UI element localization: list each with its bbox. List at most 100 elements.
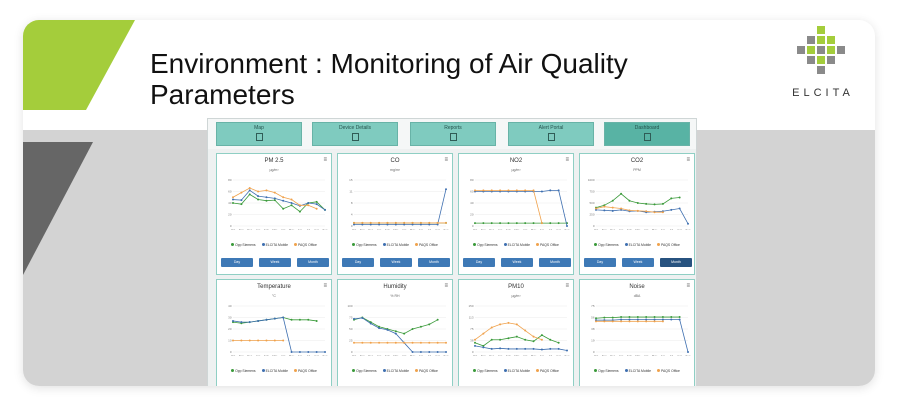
legend-item[interactable]: PAQS Office — [657, 243, 680, 247]
legend-item[interactable]: Opp Siemens — [594, 369, 619, 373]
legend-item[interactable]: ELCITA Mobile — [503, 369, 530, 373]
data-point — [628, 209, 631, 212]
legend-item[interactable]: ELCITA Mobile — [261, 369, 288, 373]
legend-item[interactable]: PAQS Office — [657, 369, 680, 373]
month-button[interactable]: Month — [297, 258, 329, 267]
data-point — [540, 222, 543, 225]
data-point — [282, 196, 285, 199]
day-button[interactable]: Day — [221, 258, 253, 267]
legend-item[interactable]: Opp Siemens — [352, 369, 377, 373]
x-tick-label: Jan — [256, 354, 261, 356]
legend-item[interactable]: PAQS Office — [536, 369, 559, 373]
data-point — [557, 222, 560, 225]
legend-marker — [294, 369, 297, 372]
data-point — [566, 349, 568, 352]
x-tick-label: Aug — [677, 228, 682, 230]
data-point — [428, 351, 431, 353]
chart-menu-icon[interactable]: ≡ — [323, 157, 327, 163]
data-point — [661, 316, 664, 319]
y-tick-label: 1000 — [588, 178, 595, 182]
x-tick-label: Feb — [627, 228, 632, 230]
day-button[interactable]: Day — [463, 258, 495, 267]
y-tick-label: 80 — [470, 178, 474, 182]
nav-tab-alert-portal[interactable]: Alert Portal — [508, 122, 594, 146]
month-button[interactable]: Month — [539, 258, 571, 267]
y-tick-label: 0 — [351, 224, 353, 228]
legend-item[interactable]: ELCITA Mobile — [382, 369, 409, 373]
chart-menu-icon[interactable]: ≡ — [565, 283, 569, 289]
data-point — [369, 321, 372, 324]
x-tick-label: Jul — [548, 228, 552, 230]
chart-menu-icon[interactable]: ≡ — [444, 283, 448, 289]
nav-tab-map[interactable]: Map — [216, 122, 302, 146]
data-point — [490, 222, 493, 225]
legend-marker — [415, 369, 418, 372]
chart-menu-icon[interactable]: ≡ — [565, 157, 569, 163]
legend-item[interactable]: PAQS Office — [294, 369, 317, 373]
chart-menu-icon[interactable]: ≡ — [686, 283, 690, 289]
chart-menu-icon[interactable]: ≡ — [323, 283, 327, 289]
x-tick-label: Nov — [360, 228, 366, 230]
x-tick-label: Jan — [619, 228, 624, 230]
data-point — [620, 320, 623, 323]
legend-item[interactable]: PAQS Office — [415, 243, 438, 247]
nav-tab-label: Device Details — [339, 125, 371, 131]
nav-tab-device-details[interactable]: Device Details — [312, 122, 398, 146]
data-point — [653, 320, 656, 323]
data-point — [557, 347, 560, 350]
report-icon — [449, 133, 457, 141]
legend-item[interactable]: Opp Siemens — [352, 243, 377, 247]
x-tick-label: Mar — [393, 354, 398, 356]
chart-menu-icon[interactable]: ≡ — [686, 157, 690, 163]
data-point — [394, 330, 397, 333]
legend-item[interactable]: ELCITA Mobile — [261, 243, 288, 247]
legend-item[interactable]: ELCITA Mobile — [382, 243, 409, 247]
day-button[interactable]: Day — [584, 258, 616, 267]
chart-legend: Opp Siemens ELCITA Mobile PAQS Office — [217, 369, 331, 373]
legend-item[interactable]: Opp Siemens — [473, 243, 498, 247]
legend-item[interactable]: Opp Siemens — [231, 243, 256, 247]
data-point — [603, 320, 606, 323]
nav-tab-dashboard[interactable]: Dashboard — [604, 122, 690, 146]
legend-item[interactable]: Opp Siemens — [473, 369, 498, 373]
legend-item[interactable]: PAQS Office — [294, 243, 317, 247]
y-tick-label: 250 — [589, 213, 594, 217]
data-point — [248, 321, 251, 324]
x-tick-label: Feb — [627, 354, 632, 356]
data-point — [507, 189, 510, 192]
legend-item[interactable]: PAQS Office — [536, 243, 559, 247]
month-button[interactable]: Month — [418, 258, 450, 267]
chart-menu-icon[interactable]: ≡ — [444, 157, 448, 163]
week-button[interactable]: Week — [380, 258, 412, 267]
data-point — [419, 221, 422, 224]
nav-tab-reports[interactable]: Reports — [410, 122, 496, 146]
week-button[interactable]: Week — [259, 258, 291, 267]
data-point — [611, 320, 614, 323]
chart-plot: 0 10 20 30 40 Oct Nov Dec Jan Feb Mar Apr May Jun Jul A… — [228, 304, 328, 356]
data-point — [490, 189, 493, 192]
chart-plot: 0 4 8 11 15 Oct Nov Dec Jan Feb Mar Apr May Jun Jul Aug… — [349, 178, 449, 230]
legend-item[interactable]: ELCITA Mobile — [624, 243, 651, 247]
month-button[interactable]: Month — [660, 258, 692, 267]
data-point — [678, 196, 681, 199]
data-point — [257, 319, 260, 322]
legend-item[interactable]: ELCITA Mobile — [624, 369, 651, 373]
week-button[interactable]: Week — [501, 258, 533, 267]
data-point — [645, 202, 648, 205]
legend-item[interactable]: Opp Siemens — [231, 369, 256, 373]
title-line-2: Parameters — [150, 79, 295, 110]
data-point — [540, 190, 543, 193]
legend-item[interactable]: PAQS Office — [415, 369, 438, 373]
legend-item[interactable]: ELCITA Mobile — [503, 243, 530, 247]
day-button[interactable]: Day — [342, 258, 374, 267]
data-point — [490, 347, 493, 350]
data-point — [653, 318, 656, 321]
y-tick-label: 20 — [228, 213, 232, 217]
x-tick-label: May — [652, 228, 658, 230]
week-button[interactable]: Week — [622, 258, 654, 267]
data-point — [273, 197, 276, 200]
data-point — [232, 196, 234, 199]
legend-item[interactable]: Opp Siemens — [594, 243, 619, 247]
data-point — [436, 351, 439, 353]
data-point — [411, 221, 414, 224]
